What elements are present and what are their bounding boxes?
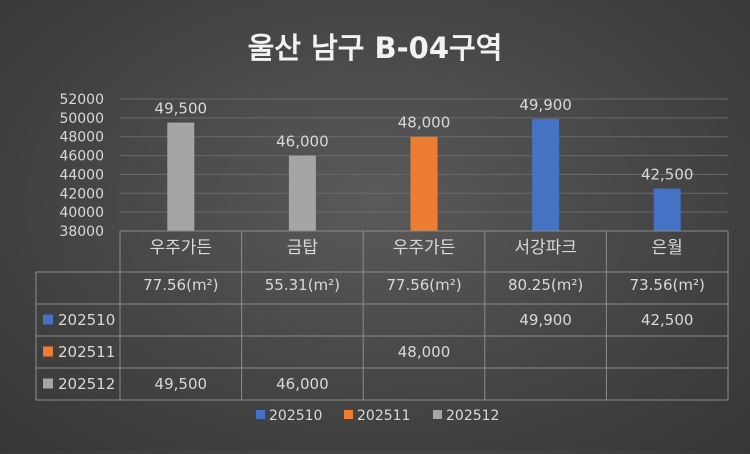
- category-sublabel: 80.25(m²): [508, 276, 583, 294]
- bar-202512-1: [288, 155, 316, 231]
- table-row-label: 202512: [58, 375, 115, 393]
- legend-key: [256, 410, 265, 419]
- bar-202511-2: [410, 136, 438, 231]
- data-label: 42,500: [641, 166, 694, 184]
- y-tick-label: 40000: [59, 205, 104, 221]
- category-label: 금탑: [287, 238, 319, 258]
- table-legend-key: [43, 314, 53, 325]
- bar-202510-3: [532, 118, 560, 231]
- table-cell: 46,000: [276, 375, 329, 393]
- y-tick-label: 48000: [59, 130, 104, 146]
- data-label: 49,900: [519, 96, 572, 114]
- data-label: 46,000: [276, 133, 329, 151]
- data-label: 49,500: [155, 100, 208, 118]
- table-legend-key: [43, 378, 53, 389]
- bar-202510-4: [653, 188, 681, 231]
- category-sublabel: 55.31(m²): [265, 276, 340, 294]
- y-tick-label: 52000: [59, 92, 104, 108]
- data-label: 48,000: [398, 114, 451, 132]
- legend-key: [433, 410, 442, 419]
- table-row-label: 202511: [58, 343, 115, 361]
- category-sublabel: 77.56(m²): [386, 276, 461, 294]
- category-label: 서강파크: [514, 238, 577, 258]
- bar-202512-0: [167, 122, 195, 231]
- table-cell: 49,900: [519, 311, 572, 329]
- category-label: 은월: [652, 238, 683, 258]
- legend-label: 202512: [446, 408, 499, 424]
- y-tick-label: 50000: [59, 111, 104, 127]
- legend-key: [344, 410, 353, 419]
- y-tick-label: 38000: [59, 224, 104, 240]
- y-tick-label: 42000: [59, 186, 104, 202]
- y-tick-label: 46000: [59, 149, 104, 165]
- y-tick-label: 44000: [59, 167, 104, 183]
- chart-title: 울산 남구 B-04구역: [248, 31, 503, 65]
- legend-label: 202511: [357, 408, 410, 424]
- category-label: 우주가든: [393, 238, 456, 258]
- legend-label: 202510: [269, 408, 322, 424]
- category-label: 우주가든: [150, 238, 213, 258]
- table-row-label: 202510: [58, 311, 115, 329]
- category-sublabel: 73.56(m²): [630, 276, 705, 294]
- category-sublabel: 77.56(m²): [143, 276, 218, 294]
- table-cell: 49,500: [155, 375, 208, 393]
- table-cell: 48,000: [398, 343, 451, 361]
- table-cell: 42,500: [641, 311, 694, 329]
- table-legend-key: [43, 346, 53, 357]
